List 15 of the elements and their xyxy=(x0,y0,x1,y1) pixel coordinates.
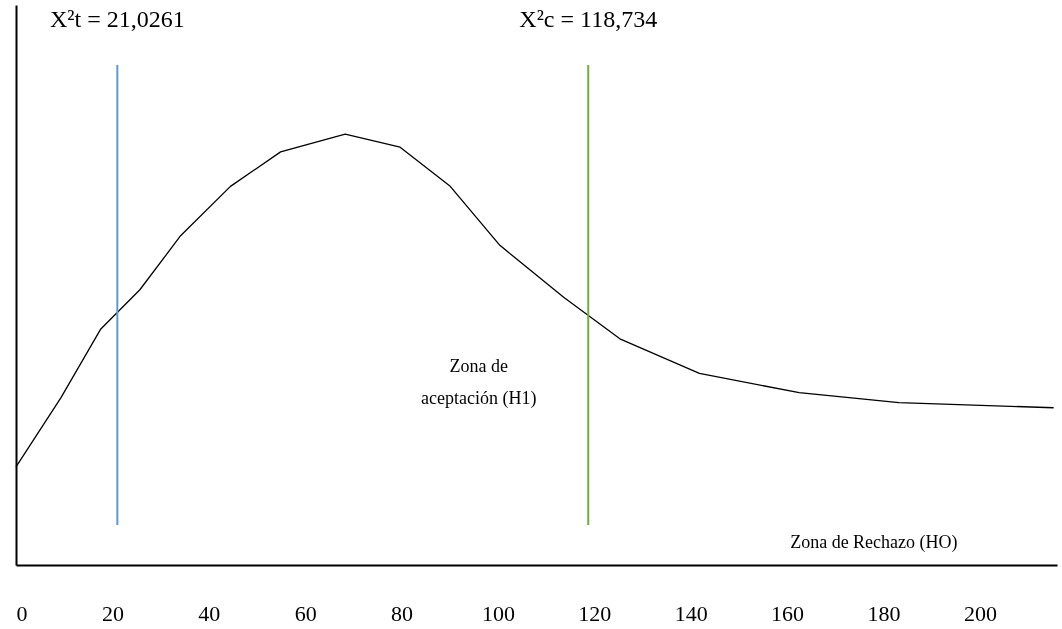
ref-line-label: X²c = 118,734 xyxy=(519,6,658,32)
ref-line-label: X²t = 21,0261 xyxy=(49,6,185,32)
x-tick-label: 80 xyxy=(391,600,414,626)
x-tick-label: 120 xyxy=(578,600,612,626)
x-tick-label: 60 xyxy=(294,600,317,626)
x-tick-label: 100 xyxy=(481,600,515,626)
x-tick-label: 20 xyxy=(101,600,124,626)
annotation: Zona de aceptación (H1) xyxy=(420,355,537,409)
x-tick-label: 40 xyxy=(198,600,221,626)
x-tick-label: 180 xyxy=(867,600,901,626)
x-tick-label: 0 xyxy=(16,600,28,626)
x-tick-label: 140 xyxy=(674,600,708,626)
x-tick-label: 200 xyxy=(963,600,997,626)
x-tick-label: 160 xyxy=(771,600,805,626)
annotation: Zona de Rechazo (HO) xyxy=(790,532,958,554)
